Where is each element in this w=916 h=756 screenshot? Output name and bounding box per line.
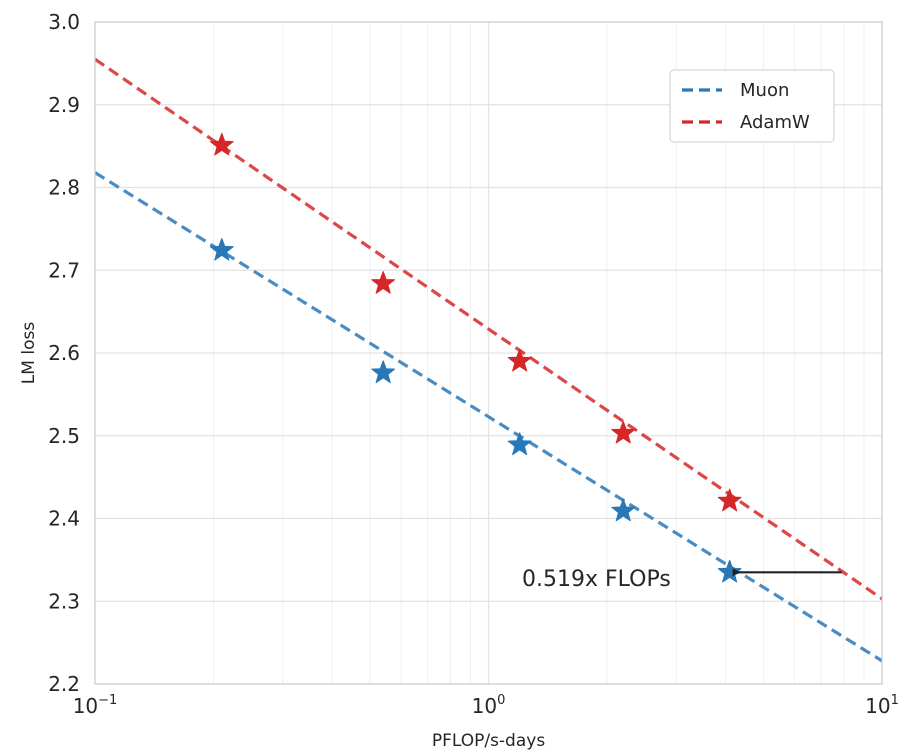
y-tick-label: 2.3 <box>48 589 80 613</box>
muon-point <box>507 432 532 456</box>
y-axis-label: LM loss <box>19 322 39 385</box>
data-markers <box>209 132 742 583</box>
legend: Muon AdamW <box>669 69 835 143</box>
y-tick-label: 2.9 <box>48 93 80 117</box>
x-tick-base: 10 <box>472 694 497 718</box>
legend-box <box>669 69 835 143</box>
y-tick-label: 2.6 <box>48 341 80 365</box>
y-tick-label: 2.8 <box>48 176 80 200</box>
legend-adamw-label: AdamW <box>740 112 810 133</box>
x-tick-label: 100 <box>472 693 506 718</box>
x-tick-label: 10−1 <box>73 693 118 718</box>
y-tick-label: 2.4 <box>48 507 80 531</box>
muon-point <box>611 498 636 522</box>
y-axis-ticks: 2.2 2.3 2.4 2.5 2.6 2.7 2.8 2.9 3.0 <box>48 10 80 696</box>
adamw-point <box>371 270 396 294</box>
y-tick-label: 2.5 <box>48 424 80 448</box>
adamw-point <box>611 420 636 444</box>
y-tick-label: 3.0 <box>48 10 80 34</box>
x-axis-label: PFLOP/s-days <box>432 731 546 751</box>
y-tick-label: 2.2 <box>48 672 80 696</box>
adamw-point <box>717 488 742 512</box>
x-tick-exponent: 0 <box>497 693 505 708</box>
x-tick-label: 101 <box>865 693 899 718</box>
x-tick-exponent: 1 <box>891 693 899 708</box>
muon-point <box>371 360 396 384</box>
adamw-point <box>209 132 234 156</box>
muon-point <box>717 559 742 583</box>
x-axis-ticks: 10−1 100 101 <box>73 693 899 718</box>
x-tick-base: 10 <box>73 694 98 718</box>
plot-frame <box>94 21 883 685</box>
muon-point <box>209 237 234 261</box>
annotation: 0.519x FLOPs <box>522 567 842 592</box>
x-tick-exponent: −1 <box>98 693 117 708</box>
legend-muon-label: Muon <box>740 80 789 101</box>
adamw-point <box>507 348 532 372</box>
annotation-text: 0.519x FLOPs <box>522 567 671 592</box>
y-tick-label: 2.7 <box>48 258 80 282</box>
x-tick-base: 10 <box>865 694 890 718</box>
